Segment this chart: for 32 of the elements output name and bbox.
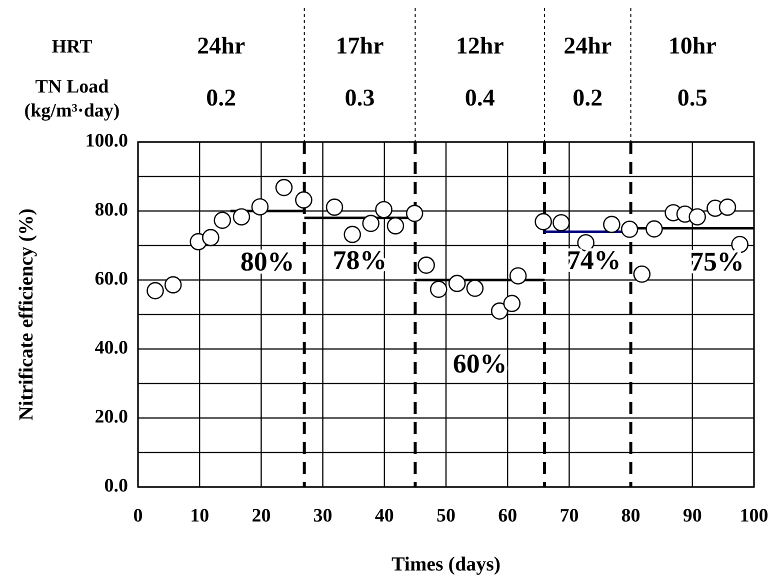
text: 24hr bbox=[564, 34, 612, 60]
x-axis-title: Times (days) bbox=[391, 554, 501, 576]
text: 17hr bbox=[336, 34, 384, 60]
x-tick-label: 20 bbox=[252, 505, 271, 526]
annotation: 60% bbox=[452, 348, 507, 378]
y-tick-label: 60.0 bbox=[94, 268, 128, 290]
x-tick-label: 10 bbox=[190, 505, 210, 526]
x-tick-label: 100 bbox=[740, 505, 768, 526]
x-tick-label: 80 bbox=[621, 505, 640, 526]
y-tick-label: 0.0 bbox=[104, 475, 128, 496]
x-tick-label: 90 bbox=[682, 505, 702, 526]
x-tick-label: 0 bbox=[133, 505, 143, 526]
text: 12hr bbox=[456, 34, 504, 60]
y-axis-title: Nitrificate efficiency (%) bbox=[16, 208, 38, 421]
y-tick-label: 100.0 bbox=[85, 130, 128, 152]
text: 0.2 bbox=[572, 86, 603, 112]
y-tick-label: 80.0 bbox=[94, 199, 128, 220]
x-tick-label: 30 bbox=[313, 505, 332, 526]
x-tick-label: 50 bbox=[436, 505, 456, 526]
text: 24hr bbox=[197, 34, 246, 60]
x-tick-label: 40 bbox=[374, 505, 394, 526]
text: 0.4 bbox=[464, 86, 495, 112]
text: 0.3 bbox=[344, 86, 375, 112]
text: 0.5 bbox=[677, 86, 708, 112]
text: 10hr bbox=[668, 34, 717, 60]
text: TN Load (kg/m³·day) bbox=[24, 76, 120, 122]
y-tick-label: 20.0 bbox=[94, 406, 128, 428]
text: 0.2 bbox=[206, 86, 236, 112]
text: HRT bbox=[52, 36, 93, 58]
y-tick-label: 40.0 bbox=[94, 337, 128, 358]
x-tick-label: 60 bbox=[498, 505, 518, 526]
x-tick-label: 70 bbox=[560, 505, 579, 526]
